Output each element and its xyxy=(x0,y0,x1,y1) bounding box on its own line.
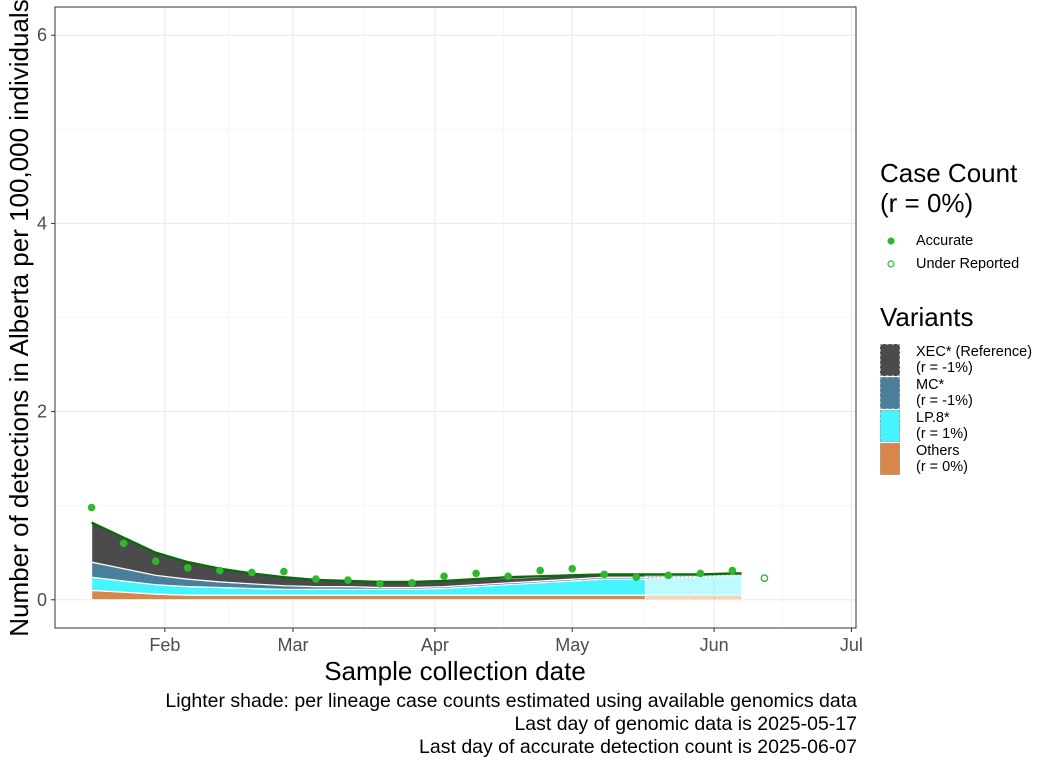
variants-legend-title: Variants xyxy=(880,302,974,332)
legend-item-mc: MC* (r = -1%) xyxy=(880,377,973,409)
case-count-legend-title: Case Count (r = 0%) xyxy=(880,158,1018,218)
filled-dot-icon xyxy=(880,230,902,252)
accurate-point xyxy=(632,573,641,581)
legend-item-under-reported: Under Reported xyxy=(880,253,1019,275)
under-reported-point xyxy=(760,574,769,582)
mc-swatch xyxy=(880,377,900,409)
accurate-point xyxy=(408,579,416,587)
y-axis-title: Number of detections in Alberta per 100,… xyxy=(4,0,34,637)
y-tick-label: 0 xyxy=(37,590,47,610)
grid-major xyxy=(55,7,856,628)
accurate-point xyxy=(376,579,384,588)
points-layer xyxy=(87,503,769,588)
caption-line-2: Last day of genomic data is 2025-05-17 xyxy=(514,713,857,735)
legend-label-under-reported: Under Reported xyxy=(916,256,1020,272)
x-tick-label: Mar xyxy=(278,635,309,655)
accurate-point xyxy=(568,564,577,573)
accurate-point xyxy=(280,567,288,576)
legend-label-xec: XEC* (Reference) (r = -1%) xyxy=(916,344,1033,376)
y-tick-label: 4 xyxy=(37,213,47,233)
x-axis-title: Sample collection date xyxy=(324,656,586,686)
x-tick-label: May xyxy=(555,635,589,655)
y-tick-label: 6 xyxy=(37,25,47,45)
legend-label-accurate: Accurate xyxy=(916,233,974,249)
accurate-point xyxy=(472,569,480,578)
plot-panel-border xyxy=(54,6,857,629)
legend-item-xec: XEC* (Reference) (r = -1%) xyxy=(880,344,1032,376)
legend-item-lp8: LP.8* (r = 1%) xyxy=(880,410,968,442)
y-axis: 0 2 4 6 xyxy=(37,25,55,610)
area-others-estimated xyxy=(645,594,743,601)
area-xec-reference xyxy=(91,521,647,589)
accurate-point xyxy=(151,557,160,565)
accurate-dot xyxy=(887,237,895,245)
accurate-point xyxy=(600,570,609,579)
accurate-point xyxy=(696,569,705,578)
under-reported-dot xyxy=(887,260,895,268)
legend-label-lp8: LP.8* (r = 1%) xyxy=(916,410,968,442)
accurate-point xyxy=(183,563,192,572)
total-line xyxy=(91,521,742,584)
accurate-point xyxy=(344,576,352,584)
accurate-point xyxy=(728,566,737,575)
accurate-point xyxy=(87,503,96,512)
x-tick-label: Apr xyxy=(421,635,449,655)
hollow-dot-icon xyxy=(880,253,902,275)
legend-item-others: Others (r = 0%) xyxy=(880,443,968,475)
accurate-point xyxy=(536,566,544,575)
accurate-point xyxy=(504,572,512,581)
total-line-layer xyxy=(91,521,742,584)
grid-minor xyxy=(55,7,856,628)
accurate-point xyxy=(119,539,128,548)
accurate-point xyxy=(215,566,224,575)
caption-line-3: Last day of accurate detection count is … xyxy=(419,736,857,758)
area-lp-8-estimated xyxy=(645,575,743,596)
y-tick-label: 2 xyxy=(37,402,47,422)
x-tick-label: Feb xyxy=(149,635,180,655)
accurate-point xyxy=(312,575,320,583)
legend-item-accurate: Accurate xyxy=(880,230,973,252)
x-axis: Feb Mar Apr May Jun Jul xyxy=(149,628,863,655)
x-tick-label: Jul xyxy=(840,635,863,655)
others-swatch xyxy=(880,443,900,475)
caption-line-1: Lighter shade: per lineage case counts e… xyxy=(165,690,857,712)
xec-swatch xyxy=(880,344,900,376)
accurate-point xyxy=(664,571,673,580)
lp8-swatch xyxy=(880,410,900,442)
x-tick-label: Jun xyxy=(700,635,729,655)
accurate-point xyxy=(440,572,448,581)
legend-label-others: Others (r = 0%) xyxy=(916,443,968,475)
legend-label-mc: MC* (r = -1%) xyxy=(916,377,973,409)
accurate-point xyxy=(248,568,256,577)
